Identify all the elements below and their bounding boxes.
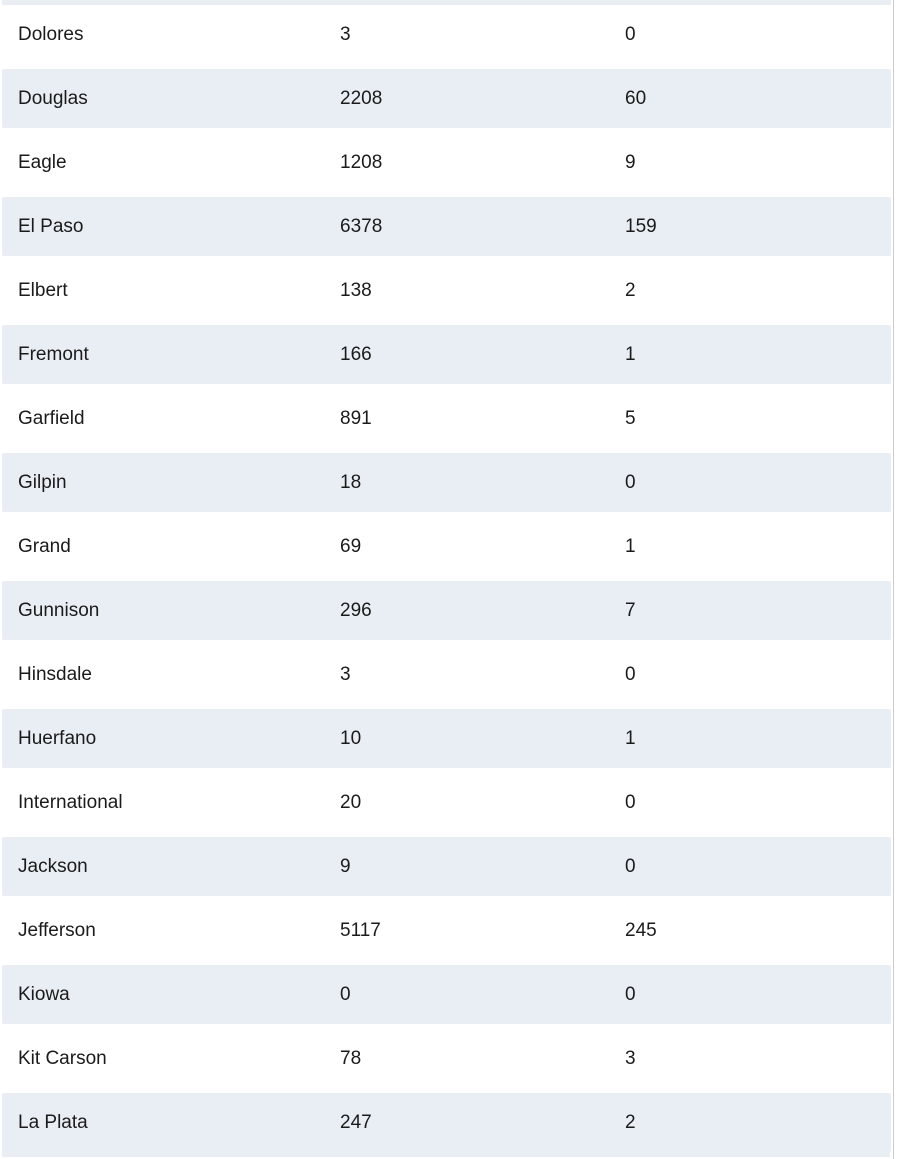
table-row: Grand 69 1 <box>0 517 893 581</box>
value-1-cell: 5117 <box>340 920 381 941</box>
county-name-cell: Gilpin <box>18 473 67 492</box>
county-name-cell: Eagle <box>18 153 67 172</box>
table-row: Elbert 138 2 <box>0 261 893 325</box>
county-name-cell: Douglas <box>18 89 88 108</box>
table-row: El Paso 6378 159 <box>0 197 893 261</box>
value-1-cell: 18 <box>340 472 362 493</box>
value-2-cell: 0 <box>625 664 636 685</box>
value-2-cell: 0 <box>625 856 636 877</box>
county-name-cell: Dolores <box>18 25 84 44</box>
county-name-cell: International <box>18 793 123 812</box>
table-row-band: Gunnison 296 7 <box>2 581 891 640</box>
table-row: Fremont 166 1 <box>0 325 893 389</box>
value-2-cell: 2 <box>625 280 636 301</box>
value-2-cell: 1 <box>625 728 636 749</box>
value-2-cell: 60 <box>625 88 647 109</box>
county-name-cell: La Plata <box>18 1113 88 1132</box>
table-row: La Plata 247 2 <box>0 1093 893 1157</box>
value-1-cell: 0 <box>340 984 351 1005</box>
table-row-band: Jefferson 5117 245 <box>2 901 891 960</box>
table-row: Dolores 3 0 <box>0 5 893 69</box>
table-row: International 20 0 <box>0 773 893 837</box>
value-1-cell: 247 <box>340 1112 372 1133</box>
table-row-band: Jackson 9 0 <box>2 837 891 896</box>
table-row-band: Grand 69 1 <box>2 517 891 576</box>
value-1-cell: 1208 <box>340 152 383 173</box>
table-row: Eagle 1208 9 <box>0 133 893 197</box>
table-row: Gilpin 18 0 <box>0 453 893 517</box>
table-row-band: Kit Carson 78 3 <box>2 1029 891 1088</box>
table-row-band: Elbert 138 2 <box>2 261 891 320</box>
value-1-cell: 891 <box>340 408 372 429</box>
table-row: Kiowa 0 0 <box>0 965 893 1029</box>
value-1-cell: 138 <box>340 280 372 301</box>
value-2-cell: 159 <box>625 216 657 237</box>
table-row: Garfield 891 5 <box>0 389 893 453</box>
table-row-band: Dolores 3 0 <box>2 5 891 64</box>
county-name-cell: Kiowa <box>18 985 70 1004</box>
table-row: Gunnison 296 7 <box>0 581 893 645</box>
value-2-cell: 1 <box>625 536 636 557</box>
value-2-cell: 5 <box>625 408 636 429</box>
county-name-cell: El Paso <box>18 217 84 236</box>
county-name-cell: Jefferson <box>18 921 96 940</box>
table-rows: Dolores 3 0 Douglas 2208 60 Eagle 1208 9… <box>0 5 893 1157</box>
table-row: Jackson 9 0 <box>0 837 893 901</box>
county-name-cell: Gunnison <box>18 601 100 620</box>
table-row-band: La Plata 247 2 <box>2 1093 891 1152</box>
value-1-cell: 10 <box>340 728 362 749</box>
value-2-cell: 2 <box>625 1112 636 1133</box>
value-1-cell: 3 <box>340 24 351 45</box>
county-name-cell: Grand <box>18 537 71 556</box>
county-name-cell: Jackson <box>18 857 88 876</box>
county-name-cell: Garfield <box>18 409 85 428</box>
county-name-cell: Fremont <box>18 345 89 364</box>
value-1-cell: 69 <box>340 536 362 557</box>
value-2-cell: 245 <box>625 920 657 941</box>
partial-row-bottom <box>2 1151 890 1157</box>
table-row-band: Gilpin 18 0 <box>2 453 891 512</box>
table-row-band: Kiowa 0 0 <box>2 965 891 1024</box>
value-2-cell: 3 <box>625 1048 636 1069</box>
value-1-cell: 20 <box>340 792 362 813</box>
table-row: Kit Carson 78 3 <box>0 1029 893 1093</box>
value-1-cell: 166 <box>340 344 372 365</box>
value-2-cell: 0 <box>625 984 636 1005</box>
table-row: Hinsdale 3 0 <box>0 645 893 709</box>
table-row-band: Fremont 166 1 <box>2 325 891 384</box>
value-2-cell: 9 <box>625 152 636 173</box>
table-row: Huerfano 10 1 <box>0 709 893 773</box>
value-1-cell: 9 <box>340 856 351 877</box>
table-row-band: Douglas 2208 60 <box>2 69 891 128</box>
value-1-cell: 78 <box>340 1048 362 1069</box>
county-name-cell: Huerfano <box>18 729 97 748</box>
county-name-cell: Elbert <box>18 281 68 300</box>
value-1-cell: 3 <box>340 664 351 685</box>
partial-row-top <box>2 0 891 5</box>
value-2-cell: 7 <box>625 600 636 621</box>
table-row-band: Hinsdale 3 0 <box>2 645 891 704</box>
table-row-band: Huerfano 10 1 <box>2 709 891 768</box>
county-name-cell: Kit Carson <box>18 1049 107 1068</box>
value-1-cell: 2208 <box>340 88 383 109</box>
value-1-cell: 6378 <box>340 216 383 237</box>
value-2-cell: 0 <box>625 792 636 813</box>
county-name-cell: Hinsdale <box>18 665 92 684</box>
table-row: Jefferson 5117 245 <box>0 901 893 965</box>
table-row-band: International 20 0 <box>2 773 891 832</box>
table-row: Douglas 2208 60 <box>0 69 893 133</box>
table-row-band: Eagle 1208 9 <box>2 133 891 192</box>
value-2-cell: 0 <box>625 472 636 493</box>
table-row-band: Garfield 891 5 <box>2 389 891 448</box>
value-1-cell: 296 <box>340 600 372 621</box>
value-2-cell: 1 <box>625 344 636 365</box>
value-2-cell: 0 <box>625 24 636 45</box>
table-row-band: El Paso 6378 159 <box>2 197 891 256</box>
